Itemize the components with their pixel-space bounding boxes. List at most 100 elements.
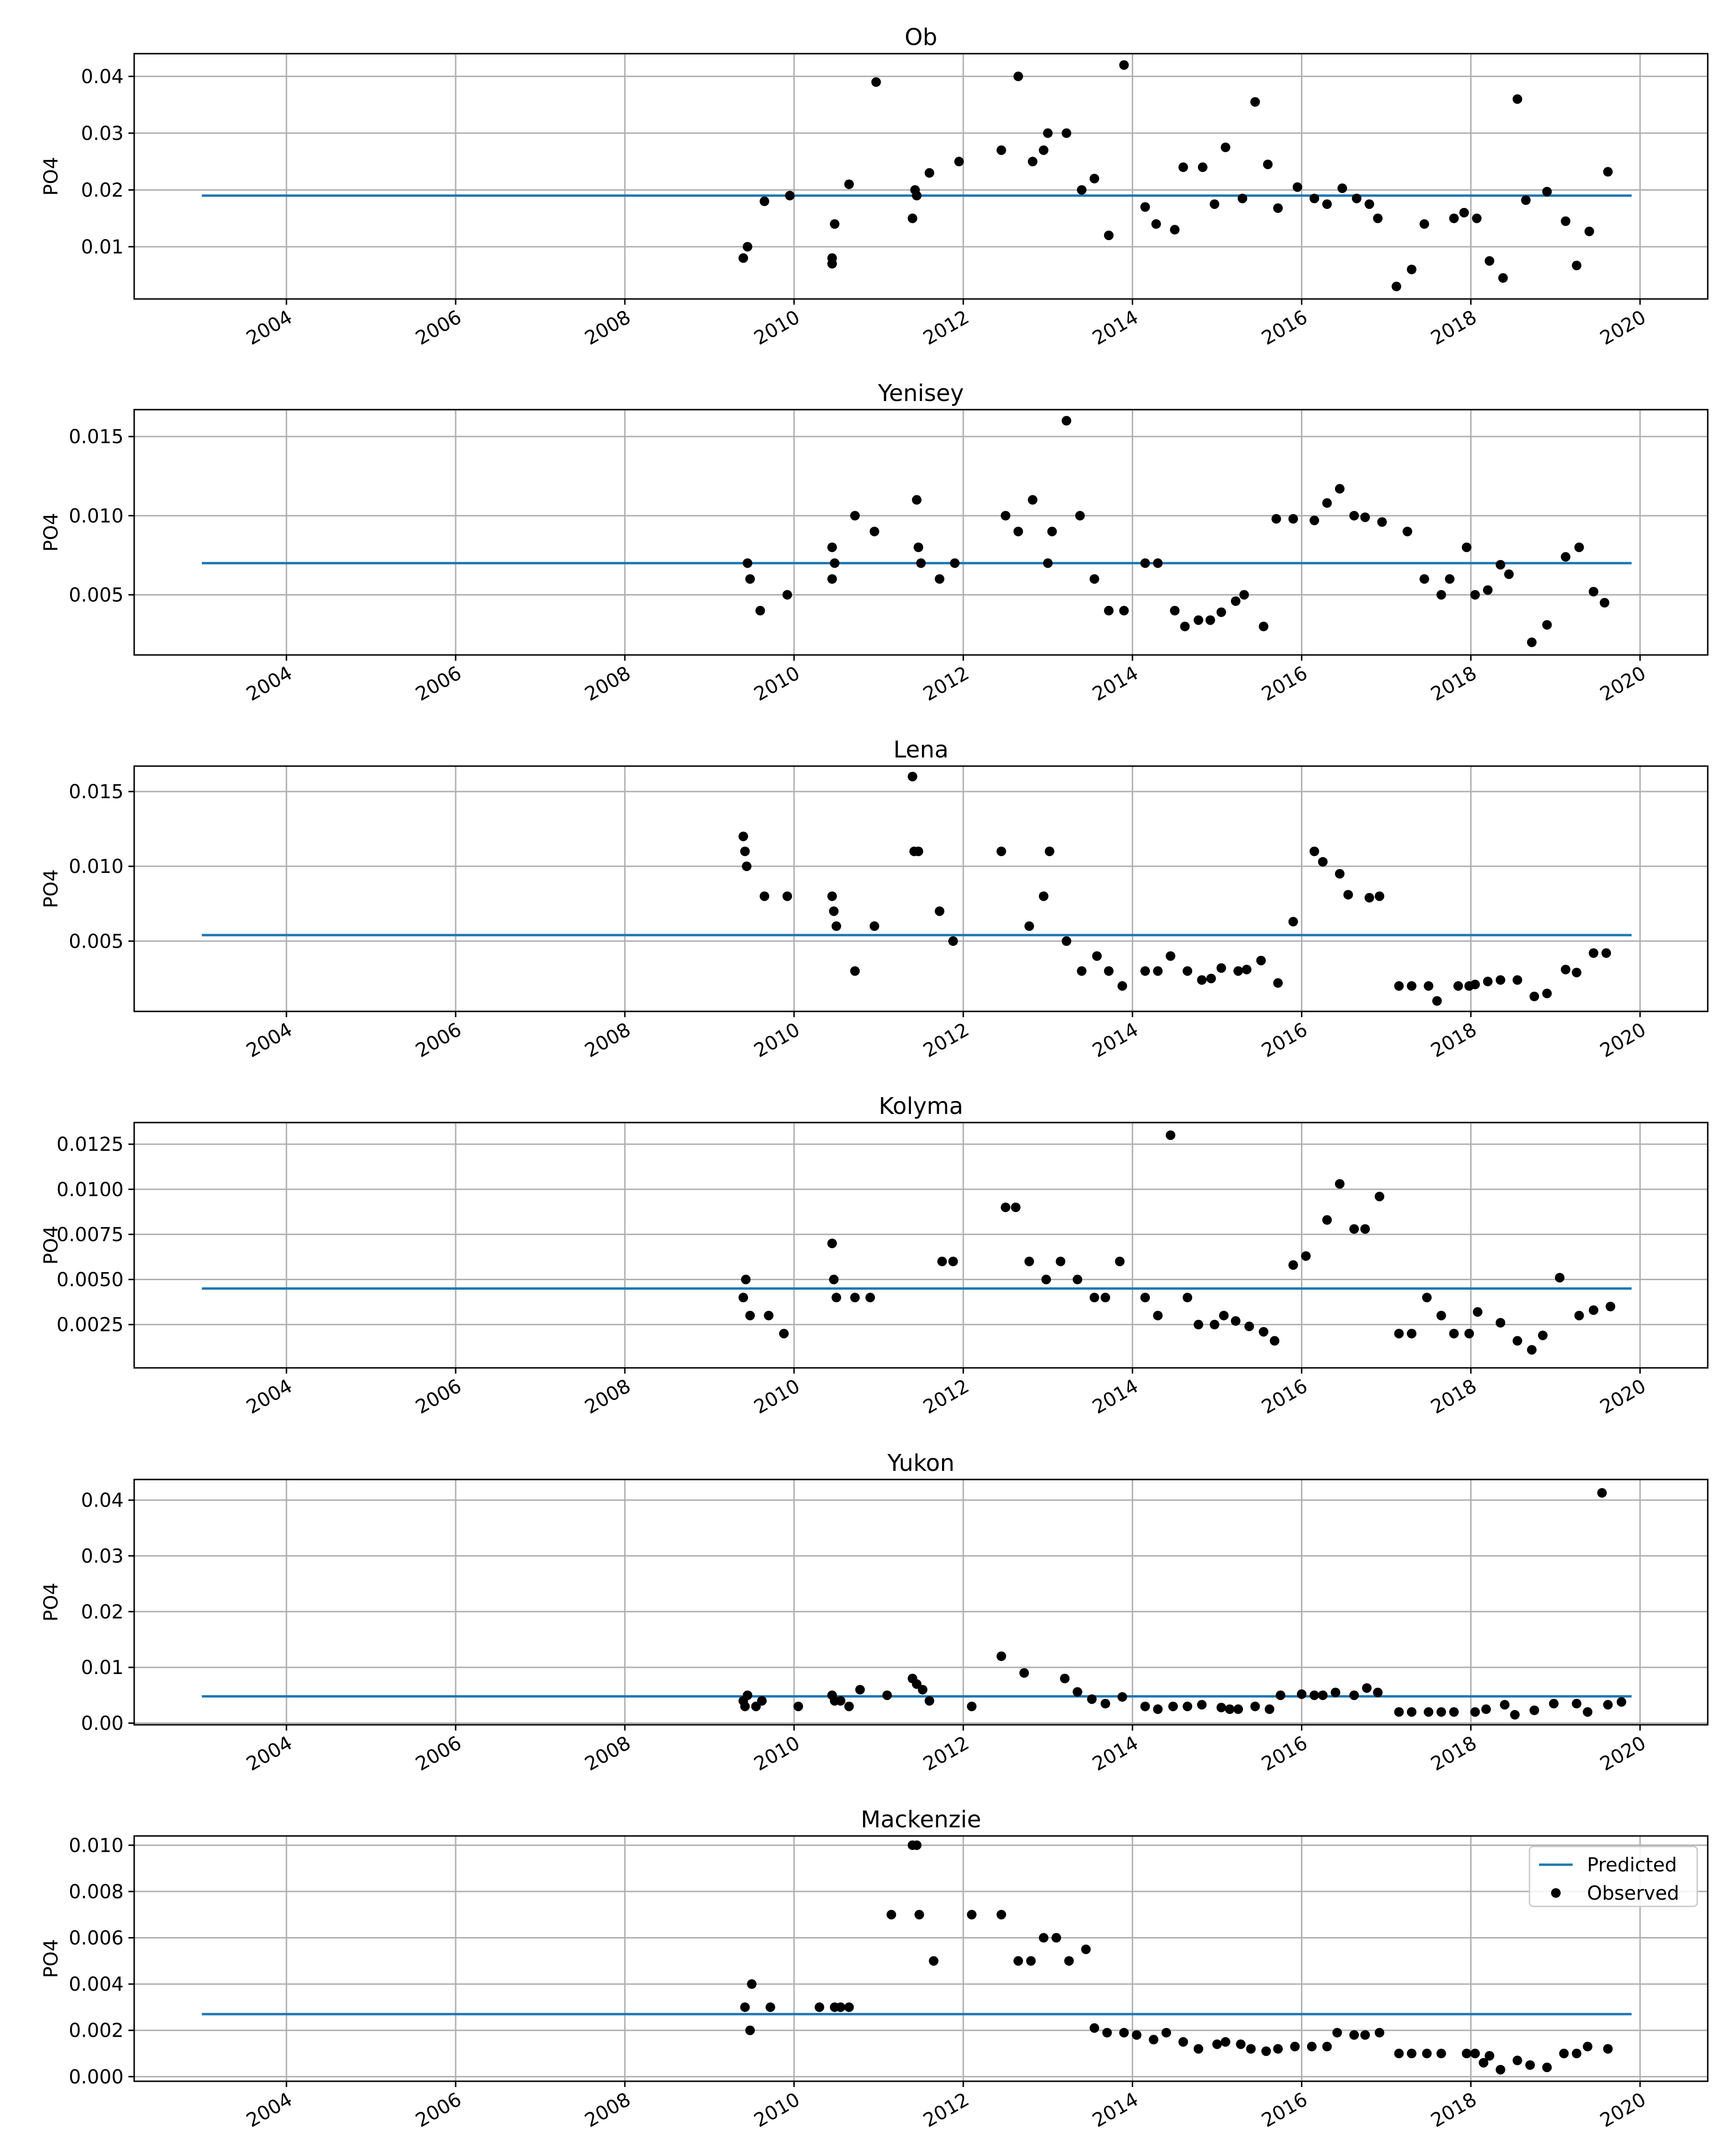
observed-point (1542, 187, 1552, 196)
y-tick-label: 0.0025 (57, 1314, 124, 1336)
observed-point (1061, 416, 1071, 426)
observed-point (1028, 157, 1038, 167)
observed-point (1561, 552, 1571, 562)
observed-point (1318, 857, 1328, 867)
observed-point (1583, 1707, 1593, 1717)
observed-point (831, 1293, 841, 1303)
observed-point (829, 1274, 839, 1284)
axes-frame (133, 53, 1709, 300)
observed-point (934, 574, 944, 584)
observed-point (1151, 219, 1161, 229)
observed-point (1407, 2049, 1417, 2059)
observed-point (934, 906, 944, 916)
observed-point (1288, 917, 1298, 927)
observed-point (1064, 1956, 1074, 1966)
axes-frame (133, 409, 1709, 656)
observed-point (1373, 1687, 1383, 1697)
observed-point (1349, 2030, 1359, 2040)
observed-point (1377, 517, 1387, 527)
observed-point (740, 1701, 750, 1711)
y-tick-label: 0.03 (81, 1545, 124, 1567)
observed-point (829, 219, 840, 229)
observed-point (1374, 891, 1384, 901)
y-tick-label: 0.008 (69, 1881, 124, 1903)
observed-point (954, 157, 964, 167)
y-tick-label: 0.015 (69, 781, 124, 803)
observed-point (1165, 1130, 1175, 1140)
observed-point (1013, 71, 1024, 81)
observed-point (1495, 560, 1506, 570)
observed-point (886, 1910, 897, 1920)
observed-point (1011, 1202, 1021, 1212)
observed-point (1197, 1700, 1207, 1710)
observed-point (844, 179, 854, 189)
y-axis-label: PO4 (40, 513, 62, 551)
observed-point (1343, 890, 1353, 900)
observed-point (759, 891, 770, 901)
observed-point (1484, 256, 1495, 266)
y-tick-label: 0.01 (81, 236, 124, 258)
observed-point (1197, 162, 1208, 172)
observed-point (740, 2002, 750, 2012)
observed-point (1288, 1260, 1298, 1270)
observed-point (1483, 976, 1493, 986)
observed-point (1583, 2041, 1593, 2052)
observed-point (1362, 1683, 1372, 1693)
observed-point (745, 2025, 755, 2035)
observed-point (950, 558, 960, 568)
observed-point (1039, 891, 1049, 901)
observed-point (1153, 1704, 1163, 1714)
observed-point (815, 2002, 825, 2012)
observed-point (1183, 1293, 1193, 1303)
observed-point (1239, 590, 1249, 600)
observed-point (1527, 1345, 1537, 1355)
observed-point (1104, 966, 1114, 976)
observed-point (1026, 1956, 1036, 1966)
observed-point (742, 861, 752, 872)
observed-point (1081, 1944, 1091, 1954)
observed-point (882, 1690, 892, 1700)
y-tick-label: 0.004 (69, 1973, 124, 1995)
observed-point (1178, 2037, 1188, 2047)
y-tick-label: 0.04 (81, 1490, 124, 1512)
observed-point (913, 846, 923, 856)
observed-point (741, 1274, 751, 1284)
observed-point (827, 574, 837, 584)
legend-observed-label: Observed (1587, 1882, 1679, 1904)
observed-point (1194, 2044, 1204, 2054)
observed-point (1092, 951, 1102, 961)
observed-point (1403, 527, 1413, 537)
observed-point (1075, 511, 1085, 521)
observed-point (793, 1701, 803, 1711)
observed-point (1047, 527, 1057, 537)
observed-point (1483, 585, 1493, 595)
observed-point (1504, 569, 1514, 579)
observed-point (996, 1651, 1006, 1661)
observed-point (929, 1956, 939, 1966)
observed-point (871, 77, 881, 87)
observed-point (916, 558, 926, 568)
observed-point (908, 771, 918, 781)
observed-point (1301, 1251, 1311, 1261)
y-tick-label: 0.02 (81, 179, 124, 201)
observed-point (855, 1685, 865, 1695)
observed-point (1498, 273, 1508, 283)
observed-point (1242, 964, 1252, 975)
observed-point (1525, 2060, 1535, 2070)
observed-point (1310, 846, 1319, 856)
observed-point (1419, 574, 1429, 584)
observed-point (844, 2002, 854, 2012)
observed-point (1318, 1690, 1328, 1700)
observed-point (1512, 975, 1522, 985)
observed-point (1051, 1933, 1061, 1943)
observed-point (1089, 1293, 1099, 1303)
observed-point (1453, 981, 1463, 991)
observed-point (1331, 1687, 1341, 1697)
observed-point (908, 213, 918, 223)
observed-point (1165, 951, 1175, 961)
observed-point (745, 574, 755, 584)
observed-point (755, 606, 765, 616)
observed-point (1527, 637, 1537, 647)
legend: Predicted Observed (1529, 1846, 1698, 1907)
